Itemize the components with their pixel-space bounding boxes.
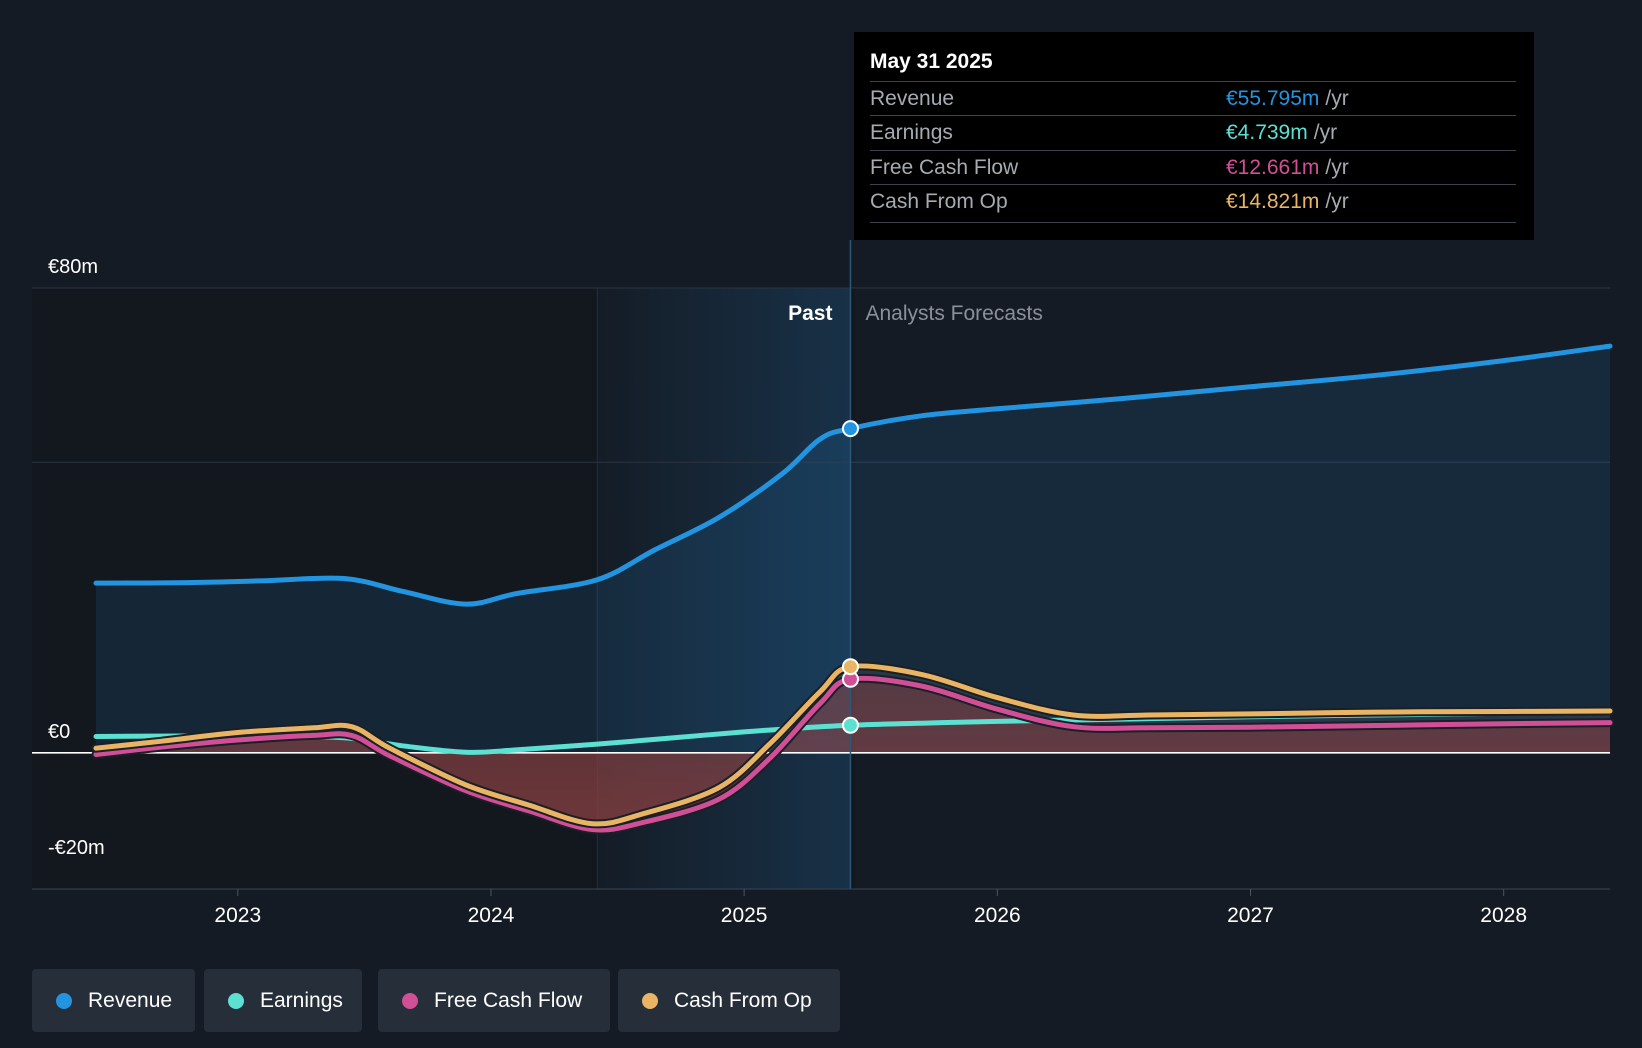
tooltip: May 31 2025 Revenue €55.795m/yr Earnings… [854,32,1534,240]
hover-markers [841,420,859,734]
series-lines [91,343,1615,835]
tooltip-row-earnings: Earnings €4.739m/yr [870,115,1516,150]
legend-dot [642,993,658,1009]
x-tick-label: 2023 [214,904,261,927]
legend-label: Cash From Op [674,989,812,1012]
tooltip-value: €55.795m [1226,87,1320,110]
x-tick-label: 2024 [468,904,515,927]
y-tick-label: €0 [48,721,70,743]
marker-earnings [841,716,859,734]
x-tick-label: 2026 [974,904,1021,927]
legend-label: Revenue [88,989,173,1012]
x-tick-label: 2025 [721,904,768,927]
tooltip-unit: /yr [1325,190,1349,213]
forecast-label: Analysts Forecasts [865,302,1042,325]
marker-cash-from-op [841,658,859,676]
line-free-cash-flow [93,675,1613,833]
x-tick-label: 2028 [1480,904,1527,927]
x-tick-label: 2027 [1227,904,1274,927]
line-cash-from-op [93,663,1613,827]
tooltip-value: €12.661m [1226,156,1320,179]
y-tick-label: €80m [48,256,98,278]
tooltip-value: €4.739m [1226,121,1308,144]
legend-dot [402,993,418,1009]
tooltip-label: Cash From Op [870,190,1008,213]
legend-item-free-cash-flow[interactable]: Free Cash Flow [378,969,610,1032]
legend-item-earnings[interactable]: Earnings [204,969,362,1032]
legend-label: Earnings [260,989,343,1012]
tooltip-unit: /yr [1325,156,1349,179]
area-revenue [96,346,1610,753]
tooltip-label: Earnings [870,121,953,144]
tooltip-date: May 31 2025 [870,50,993,73]
tooltip-row-cash-from-op: Cash From Op €14.821m/yr [870,184,1516,219]
legend-item-cash-from-op[interactable]: Cash From Op [618,969,840,1032]
y-tick-label: -€20m [48,837,105,859]
past-label: Past [788,302,832,325]
tooltip-value-wrap: €14.821m/yr [1226,185,1349,219]
tooltip-value-wrap: €4.739m/yr [1226,116,1337,150]
tooltip-unit: /yr [1325,87,1349,110]
legend-label: Free Cash Flow [434,989,583,1012]
tooltip-unit: /yr [1313,121,1338,144]
line-revenue [93,343,1613,607]
tooltip-row-free-cash-flow: Free Cash Flow €12.661m/yr [870,150,1516,185]
tooltip-value-wrap: €12.661m/yr [1226,151,1349,185]
x-axis: 2023 2024 2025 2026 2027 2028 [214,889,1527,927]
tooltip-divider [870,222,1516,223]
y-axis: €80m €0 -€20m [48,256,105,859]
legend-dot [228,993,244,1009]
tooltip-value: €14.821m [1226,190,1320,213]
legend-dot [56,993,72,1009]
tooltip-label: Free Cash Flow [870,156,1019,179]
tooltip-row-revenue: Revenue €55.795m/yr [870,81,1516,116]
marker-revenue [841,420,859,438]
tooltip-value-wrap: €55.795m/yr [1226,82,1349,116]
legend-item-revenue[interactable]: Revenue [32,969,195,1032]
tooltip-label: Revenue [870,87,955,110]
